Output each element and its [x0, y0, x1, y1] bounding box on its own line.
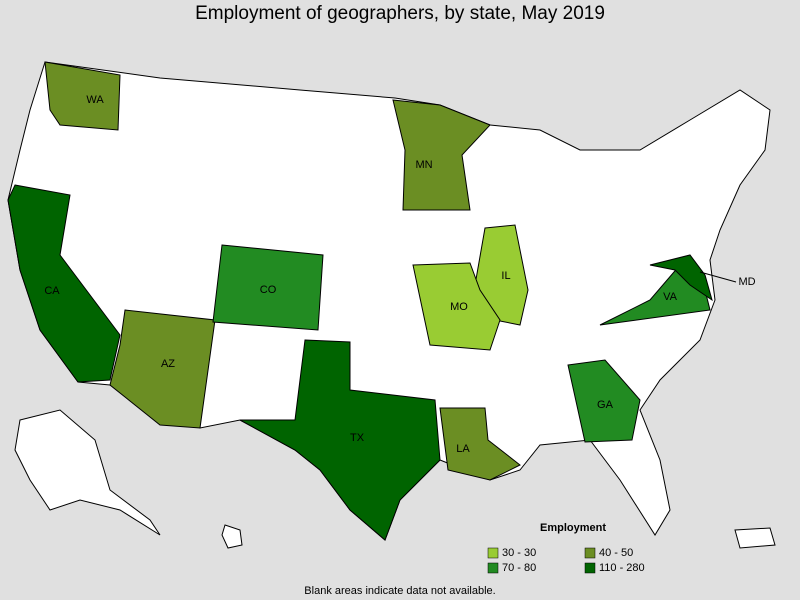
legend-label: 30 - 30	[502, 547, 536, 559]
legend-swatch	[584, 547, 596, 559]
state-label: WA	[86, 94, 104, 106]
state-label: GA	[597, 399, 614, 411]
state	[44, 61, 121, 131]
hawaii	[221, 524, 243, 549]
legend-label: 70 - 80	[502, 562, 536, 574]
legend-swatch	[584, 562, 596, 574]
state	[239, 339, 441, 541]
state-label: MO	[450, 301, 468, 313]
state	[567, 359, 641, 443]
state-label: VA	[663, 291, 678, 303]
legend-swatch	[487, 562, 499, 574]
state	[649, 254, 713, 302]
state-label: CA	[44, 285, 60, 297]
state	[412, 262, 501, 351]
legend-swatch	[487, 547, 499, 559]
map-title: Employment of geographers, by state, May…	[195, 3, 605, 24]
state	[212, 244, 324, 331]
alaska	[14, 409, 161, 536]
state-label: AZ	[161, 358, 175, 370]
state-label: CO	[260, 284, 277, 296]
state	[392, 99, 491, 211]
state-label: TX	[350, 432, 365, 444]
state-label: IL	[501, 270, 510, 282]
legend-label: 110 - 280	[599, 562, 645, 574]
footnote: Blank areas indicate data not available.	[304, 585, 495, 597]
legend-title: Employment	[540, 522, 606, 534]
state	[439, 407, 521, 481]
legend-label: 40 - 50	[599, 547, 633, 559]
state-label: MN	[415, 159, 432, 171]
state-label: LA	[456, 443, 470, 455]
state-label: MD	[738, 276, 755, 288]
state	[7, 184, 121, 383]
leader-line	[699, 271, 737, 283]
puerto-rico	[734, 527, 776, 549]
